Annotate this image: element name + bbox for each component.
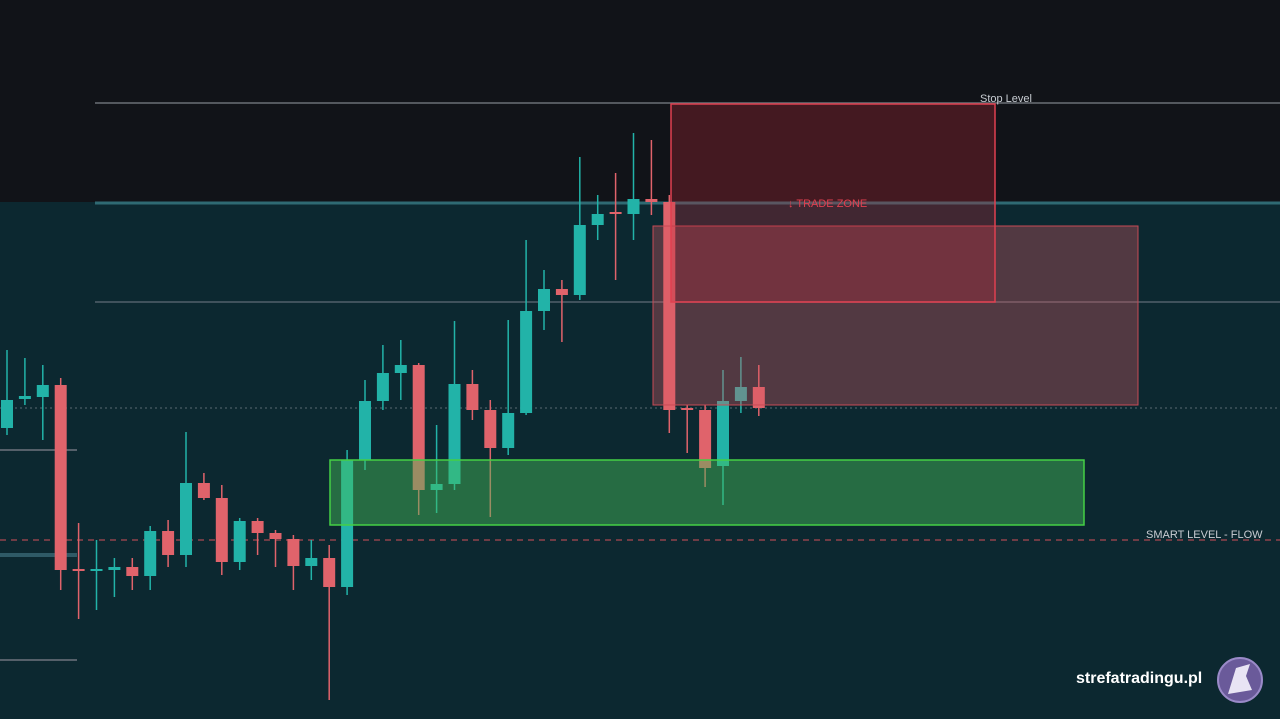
candle-body — [591, 214, 604, 225]
annotation: ↓ TRADE ZONE — [788, 198, 867, 210]
candle-body — [645, 199, 658, 202]
candle-body — [663, 202, 676, 410]
candle-body — [573, 225, 586, 295]
candle-body — [359, 401, 371, 460]
zone-box — [652, 225, 1139, 406]
candle-body — [1, 400, 13, 428]
candle-body — [305, 558, 318, 566]
candle-body — [502, 413, 515, 448]
candle-body — [448, 384, 461, 484]
candle-body — [197, 483, 210, 498]
upper-background — [0, 0, 1280, 202]
candles — [1, 133, 765, 700]
candle-body — [412, 365, 425, 490]
candle-body — [717, 401, 729, 466]
candle-body — [609, 212, 622, 214]
candle-body — [18, 396, 31, 399]
candle-body — [269, 533, 282, 539]
candle-body — [341, 460, 354, 587]
candle-body — [251, 521, 264, 533]
candle-body — [520, 311, 533, 413]
candle-body — [215, 498, 228, 562]
candle-body — [126, 567, 139, 576]
candle-body — [734, 387, 747, 401]
logo-icon — [1228, 664, 1252, 694]
candle-body — [323, 558, 336, 587]
candle-body — [108, 567, 121, 570]
candle-body — [36, 385, 49, 397]
candle-body — [484, 410, 497, 448]
candle-body — [233, 521, 246, 562]
candle-body — [430, 484, 443, 490]
candle-body — [394, 365, 407, 373]
candle-body — [287, 539, 300, 566]
trade-zone-box — [670, 103, 996, 303]
candle-body — [699, 410, 712, 468]
candle-body — [90, 569, 103, 571]
watermark: strefatradingu.pl — [1076, 670, 1202, 687]
candle-body — [538, 289, 550, 311]
candle-body — [144, 531, 157, 576]
candle-body — [466, 384, 479, 410]
candle-body — [627, 199, 640, 214]
demand-zone-box — [329, 459, 1085, 526]
candle-body — [752, 387, 765, 408]
candle-body — [54, 385, 67, 570]
candle-body — [681, 408, 694, 410]
annotation: Stop Level — [980, 93, 1032, 105]
annotation: SMART LEVEL - FLOW — [1146, 529, 1263, 541]
candle-body — [180, 483, 192, 555]
candle-body — [376, 373, 389, 401]
candle-body — [72, 569, 85, 571]
candle-body — [162, 531, 175, 555]
candle-body — [555, 289, 568, 295]
